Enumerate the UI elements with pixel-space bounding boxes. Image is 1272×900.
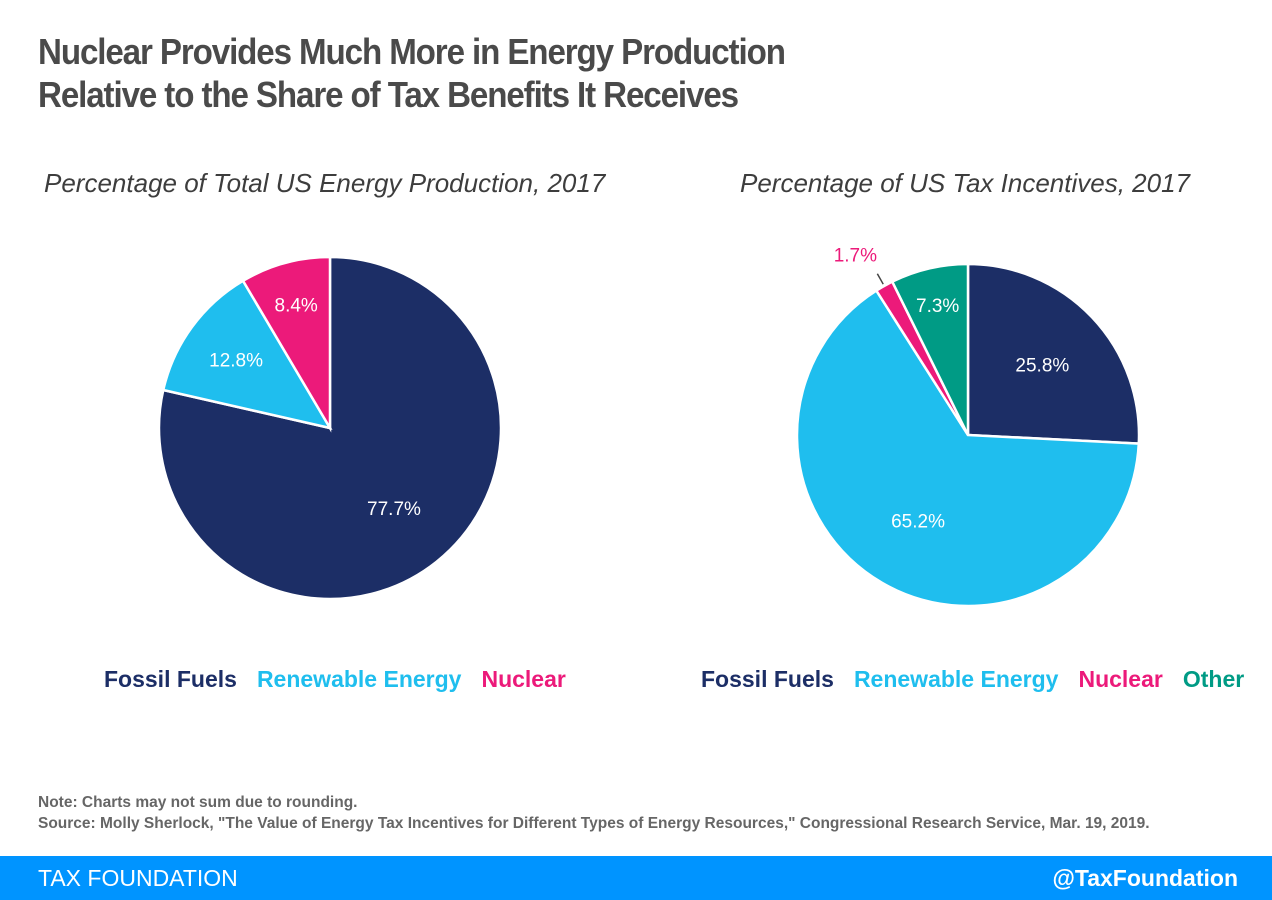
source-text: Source: Molly Sherlock, "The Value of En… <box>38 815 1150 832</box>
pie-slice-nuclear <box>241 255 332 433</box>
legend-nuclear: Nuclear <box>481 666 566 692</box>
left-chart-subtitle: Percentage of Total US Energy Production… <box>44 168 606 198</box>
footer-handle: @TaxFoundation <box>1052 865 1238 891</box>
legend-fossil-fuels: Fossil Fuels <box>701 666 834 692</box>
legend-renewable-energy: Renewable Energy <box>256 666 462 692</box>
legend-renewable-energy: Renewable Energy <box>853 666 1059 692</box>
slice-label-fossil-fuels: 77.7% <box>367 499 421 520</box>
title-line-2: Relative to the Share of Tax Benefits It… <box>38 74 739 115</box>
leader-line <box>876 273 884 285</box>
right-legend: Fossil Fuels Renewable Energy Nuclear Ot… <box>701 666 1244 693</box>
footer-brand: TAX FOUNDATION <box>38 865 238 891</box>
slice-label-renewable-energy: 12.8% <box>209 350 263 371</box>
chart-title: Nuclear Provides Much More in Energy Pro… <box>38 30 786 116</box>
note-text: Note: Charts may not sum due to rounding… <box>38 794 358 811</box>
left-legend: Fossil Fuels Renewable Energy Nuclear <box>104 666 566 693</box>
legend-other: Other <box>1182 666 1245 692</box>
pie-slice-renewable-energy <box>795 288 1141 608</box>
footer-bar: TAX FOUNDATION @TaxFoundation <box>0 856 1272 900</box>
title-line-1: Nuclear Provides Much More in Energy Pro… <box>38 31 786 72</box>
slice-label-other: 7.3% <box>916 296 959 317</box>
legend-fossil-fuels: Fossil Fuels <box>104 666 237 692</box>
slice-label-renewable-energy: 65.2% <box>891 512 945 533</box>
slice-label-fossil-fuels: 25.8% <box>1015 355 1069 376</box>
slice-label-nuclear: 1.7% <box>834 246 877 267</box>
pie-slice-other <box>890 262 970 436</box>
legend-nuclear: Nuclear <box>1078 666 1163 692</box>
slice-label-nuclear: 8.4% <box>275 295 318 316</box>
pie-slice-renewable-energy <box>161 279 333 430</box>
right-chart-subtitle: Percentage of US Tax Incentives, 2017 <box>740 168 1190 198</box>
pie-slice-fossil-fuels <box>966 262 1141 445</box>
notes: Note: Charts may not sum due to rounding… <box>38 792 1150 834</box>
